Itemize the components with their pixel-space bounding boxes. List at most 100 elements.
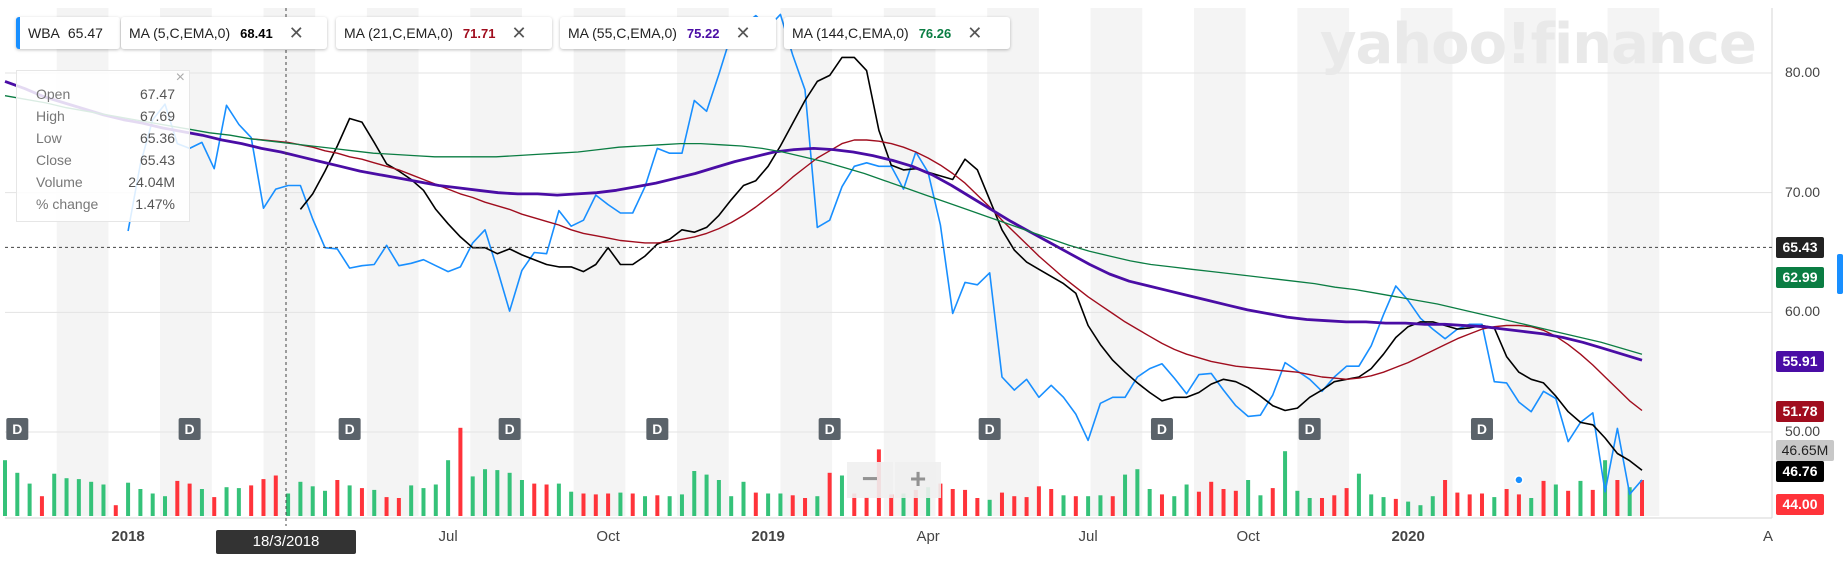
volume-bar [655,495,660,516]
study-label: MA (5,C,EMA,0) [129,25,231,41]
volume-bar [1135,469,1140,516]
remove-study-icon[interactable]: ✕ [511,22,527,43]
volume-bar [1566,490,1571,516]
ticker-chip[interactable]: WBA 65.47 [16,17,120,49]
volume-bar [1553,484,1558,516]
zoom-out-button[interactable]: − [847,462,893,498]
remove-study-icon[interactable]: ✕ [967,22,983,43]
x-tick-label: Apr [916,528,939,545]
volume-bar [753,492,758,516]
ohlc-key: Open [36,86,71,102]
volume-bar [1479,493,1484,516]
x-tick-label: Jul [439,528,458,545]
month-band [1193,8,1246,516]
volume-bar [1159,494,1164,516]
volume-bar [458,427,463,516]
volume-bar [113,505,118,516]
volume-bar [1172,496,1177,516]
dividend-marker-label: D [505,421,515,437]
volume-bar [261,479,266,516]
volume-bar [483,469,488,516]
volume-bar [606,493,611,516]
volume-bar [679,494,684,516]
dividend-marker-box [818,418,841,440]
dividend-marker-label: D [1157,421,1167,437]
series-line-4 [4,95,1643,355]
study-value: 75.22 [686,25,720,41]
series-line-2 [251,138,1643,412]
dividend-marker-label: D [985,421,995,437]
volume-bar [1086,496,1091,516]
dividend-marker-label: D [345,421,355,437]
ohlc-value: 24.04M [128,174,175,190]
volume-bar [433,484,438,516]
volume-bar [52,473,57,516]
volume-bar [1356,473,1361,516]
volume-bar [1123,474,1128,516]
volume-bar [64,478,69,516]
dividend-marker: D [646,418,669,440]
side-panel-handle[interactable] [1837,254,1843,294]
ohlc-row-open: Open 67.47 [17,83,189,105]
study-chip-ma144[interactable]: MA (144,C,EMA,0) 76.26 ✕ [784,17,1010,49]
volume-bar [163,496,168,516]
month-band [1400,8,1453,516]
volume-bar [507,472,512,516]
y-tick-label: 60.00 [1785,303,1821,319]
volume-bar [1381,497,1386,516]
ohlc-key: % change [36,196,99,212]
volume-bar [359,488,364,516]
volume-bar [692,471,697,516]
close-tooltip-icon[interactable]: × [175,69,185,86]
volume-bar [372,489,377,516]
volume-bar [1529,498,1534,516]
volume-bar [864,497,869,516]
volume-bar [975,498,980,516]
volume-bar [729,496,734,516]
volume-bar [544,484,549,516]
volume-bar [298,481,303,516]
dividend-marker-box [1298,418,1321,440]
volume-bar [1406,501,1411,516]
volume-bar [1516,494,1521,516]
volume-bar [76,479,81,516]
volume-bar [347,485,352,516]
volume-bar [1590,489,1595,516]
remove-study-icon[interactable]: ✕ [735,22,751,43]
volume-bar [963,489,968,516]
volume-bar [1578,480,1583,516]
volume-bar [1430,496,1435,516]
volume-bar [790,495,795,516]
volume-bar [212,497,217,516]
ohlc-row-low: Low 65.36 [17,127,189,149]
volume-bar [1640,480,1644,516]
ohlc-value: 67.47 [139,86,175,102]
study-chip-ma21[interactable]: MA (21,C,EMA,0) 71.71 ✕ [336,17,552,49]
volume-bar [1627,487,1632,516]
volume-bar [766,493,771,516]
volume-bar [1443,480,1448,516]
ohlc-value: 67.69 [139,108,175,124]
volume-bar [913,489,918,516]
zoom-in-button[interactable]: + [895,462,941,498]
volume-bar [643,496,648,516]
dividend-marker-box [6,418,29,440]
volume-bar [470,476,475,516]
volume-bar [667,496,672,516]
volume-bar [1209,481,1214,516]
study-chip-ma55[interactable]: MA (55,C,EMA,0) 75.22 ✕ [560,17,776,49]
volume-bar [1024,497,1029,516]
x-tick-label: 2019 [751,528,784,545]
zoom-controls[interactable]: − + [847,462,941,498]
study-chip-ma5[interactable]: MA (5,C,EMA,0) 68.41 ✕ [121,17,327,49]
volume-bar [101,484,106,516]
remove-study-icon[interactable]: ✕ [288,22,304,43]
month-band [883,8,936,516]
ohlc-key: Volume [36,174,83,190]
volume-bar [901,493,906,516]
crosshair-date-label: 18/3/2018 [216,530,356,554]
yahoo-finance-watermark: yahoo!finance [1320,12,1757,77]
dividend-marker-label: D [825,421,835,437]
